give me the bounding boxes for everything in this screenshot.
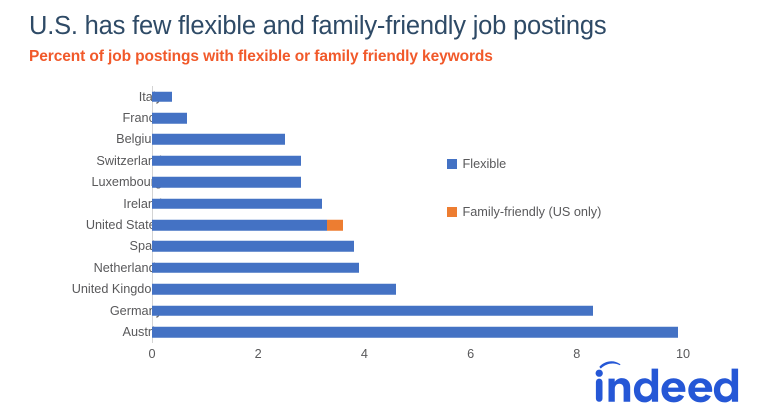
page-title: U.S. has few flexible and family-friendl… — [29, 12, 607, 40]
x-tick-label: 8 — [573, 347, 581, 361]
category-label: Switzerland — [96, 153, 162, 168]
bar-segment-flexible[interactable] — [152, 91, 172, 102]
bar-segment-flexible[interactable] — [152, 134, 285, 145]
bar-segment-flexible[interactable] — [152, 305, 593, 316]
bar-group[interactable] — [152, 198, 322, 209]
x-tick-label: 0 — [148, 347, 156, 361]
x-tick-label: 4 — [360, 347, 368, 361]
bar-row: United Kingdom — [0, 279, 768, 300]
bar-segment-flexible[interactable] — [152, 219, 328, 231]
bar-group[interactable] — [152, 241, 354, 252]
bar-row: Belgium — [0, 129, 768, 150]
bar-group[interactable] — [152, 284, 397, 295]
legend-item[interactable]: Family-friendly (US only) — [447, 205, 601, 219]
bar-group[interactable] — [152, 219, 344, 231]
bar-segment-flexible[interactable] — [152, 198, 322, 209]
chart-subtitle: Percent of job postings with flexible or… — [29, 48, 493, 65]
category-label: United Kingdom — [71, 282, 162, 297]
bar-segment-flexible[interactable] — [152, 241, 354, 252]
bar-segment-family-friendly[interactable] — [327, 219, 344, 231]
category-label: United States — [85, 218, 162, 233]
x-tick-label: 6 — [467, 347, 475, 361]
bar-group[interactable] — [152, 262, 360, 274]
indeed-logo — [585, 360, 745, 404]
bar-row: United States — [0, 214, 768, 235]
category-label: Belgium — [116, 132, 162, 147]
chart-legend: Flexible Family-friendly (US only) — [447, 157, 601, 253]
bar-row: Luxembourg — [0, 172, 768, 193]
category-label: Germany — [109, 303, 162, 318]
square-swatch-orange — [447, 207, 457, 217]
bar-group[interactable] — [152, 177, 301, 188]
bar-group[interactable] — [152, 112, 188, 124]
bar-row: Germany — [0, 300, 768, 321]
bar-segment-flexible[interactable] — [152, 326, 678, 338]
bar-row: Ireland — [0, 193, 768, 214]
bar-row: Netherlands — [0, 257, 768, 278]
bar-row: Spain — [0, 236, 768, 257]
bar-group[interactable] — [152, 91, 172, 102]
bar-segment-flexible[interactable] — [152, 262, 360, 274]
bar-segment-flexible[interactable] — [152, 284, 397, 295]
bar-group[interactable] — [152, 305, 593, 316]
legend-item[interactable]: Flexible — [447, 157, 601, 171]
category-label: Luxembourg — [91, 175, 162, 190]
legend-label: Family-friendly (US only) — [462, 205, 602, 219]
bar-group[interactable] — [152, 134, 285, 145]
legend-label: Flexible — [462, 157, 507, 171]
x-tick-label: 10 — [675, 347, 691, 361]
bar-segment-flexible[interactable] — [152, 155, 301, 167]
category-label: Netherlands — [93, 260, 162, 275]
bar-row: Switzerland — [0, 150, 768, 171]
square-swatch-blue — [447, 159, 457, 169]
bar-group[interactable] — [152, 155, 301, 167]
bar-group[interactable] — [152, 326, 678, 338]
bar-segment-flexible[interactable] — [152, 177, 301, 188]
bar-segment-flexible[interactable] — [152, 112, 188, 124]
bar-row: Austria — [0, 321, 768, 342]
y-axis-line — [152, 86, 153, 343]
x-tick-label: 2 — [254, 347, 262, 361]
bar-row: Italy — [0, 86, 768, 107]
bar-row: France — [0, 107, 768, 128]
